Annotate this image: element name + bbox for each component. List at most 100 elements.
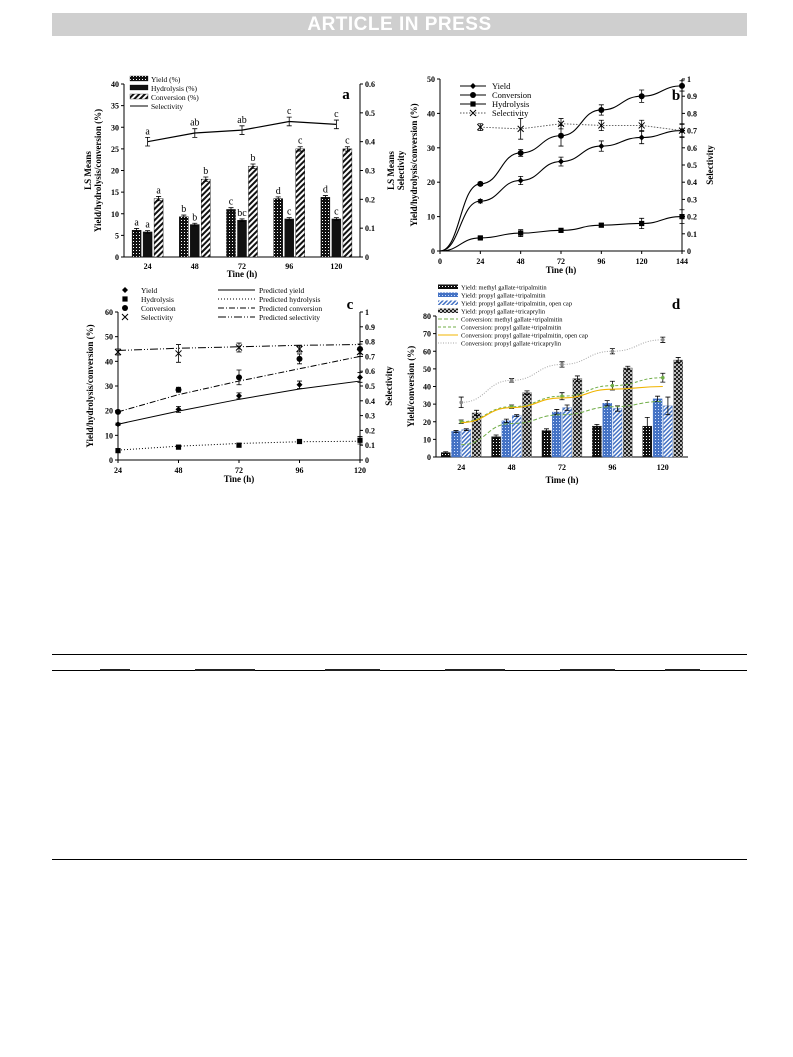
legend-label: Hydrolysis (492, 99, 529, 109)
error-bar (493, 434, 499, 439)
y-tick-label: 60 (423, 347, 431, 356)
y-tick-label: 0 (431, 247, 435, 256)
conversion-line (461, 385, 663, 424)
data-point (476, 123, 484, 131)
y2-tick-label: 0.5 (365, 109, 375, 118)
bar (602, 403, 612, 458)
error-bar (544, 428, 549, 433)
error-bar (134, 228, 140, 233)
y2-tick-label: 0.2 (365, 426, 375, 435)
y2-tick-label: 0.3 (365, 167, 375, 176)
legend-marker (469, 109, 477, 117)
data-point (296, 381, 303, 388)
data-point (477, 180, 484, 187)
data-point (661, 337, 665, 342)
y2-axis-label-top: LS Means (386, 151, 396, 190)
bar (273, 198, 283, 258)
bar (131, 229, 142, 258)
y2-axis-label: Selectivity (384, 366, 394, 406)
y2-axis-label: Selectivity (396, 150, 406, 190)
significance-letter: c (334, 207, 339, 218)
data-point (517, 177, 524, 184)
data-point (638, 134, 645, 141)
chart-d: 0 10 20 30 40 50 60 70 80 Yield/conversion (%) Tim… (406, 284, 688, 485)
y-tick-label: 30 (423, 400, 431, 409)
error-bar (333, 119, 339, 130)
legend-swatch (438, 308, 458, 313)
data-point (610, 349, 615, 354)
error-bar (665, 396, 671, 416)
y-tick-label: 10 (105, 431, 113, 440)
y2-tick-label: 0.3 (687, 195, 697, 204)
error-bar (286, 217, 292, 221)
y2-tick-label: 0.4 (687, 178, 697, 187)
legend-label: Selectivity (492, 108, 529, 118)
y-axis-label: Yield/conversion (%) (406, 346, 416, 427)
y-tick-label: 50 (105, 333, 113, 342)
bar (451, 431, 461, 458)
data-point (560, 362, 564, 367)
bar (237, 220, 247, 258)
data-point (114, 348, 122, 356)
error-bar (145, 230, 151, 234)
error-bar (503, 418, 509, 424)
significance-letter: c (334, 109, 339, 120)
panel-label: a (342, 87, 350, 103)
x-tick-label: 72 (238, 262, 246, 271)
data-point (236, 442, 242, 448)
error-bar (239, 218, 245, 222)
x-tick-label: 144 (676, 257, 688, 266)
table-rule-top (52, 654, 747, 655)
conversion-line (461, 400, 663, 446)
data-point (236, 374, 242, 381)
error-bar (463, 428, 469, 431)
significance-letter: a (145, 126, 150, 137)
error-bar (275, 196, 281, 201)
data-point (357, 374, 363, 381)
error-bar (322, 195, 328, 200)
data-point (557, 120, 565, 128)
legend-swatch (438, 300, 458, 305)
data-point (477, 198, 484, 205)
x-tick-label: 120 (657, 463, 669, 472)
bar (501, 420, 512, 458)
y-tick-label: 50 (423, 365, 431, 374)
significance-letter: d (276, 186, 281, 197)
data-point (661, 375, 665, 380)
y2-tick-label: 1 (365, 308, 369, 317)
bar (248, 165, 258, 258)
x-tick-label: 72 (235, 466, 243, 475)
significance-letter: b (192, 212, 197, 223)
chart-a: 0 5 10 15 20 25 30 35 40 0 0.1 0.2 0.3 0.4 0.5 0.6 Yield… (83, 75, 406, 279)
bar (612, 408, 623, 458)
x-tick-label: 24 (476, 257, 484, 266)
legend-label: Conversion: methyl gallate+tripalmitin (461, 317, 563, 324)
x-tick-label: 24 (144, 262, 152, 271)
y2-tick-label: 0.8 (687, 109, 697, 118)
significance-letter: a (156, 185, 161, 196)
y-tick-label: 50 (427, 75, 435, 84)
data-point (598, 143, 605, 150)
y2-tick-label: 0.1 (365, 441, 375, 450)
table-rule-mid (52, 670, 747, 671)
error-bar (297, 146, 303, 152)
data-point (175, 386, 182, 393)
series-line (480, 123, 683, 132)
chart-c: 0 10 20 30 40 50 60 0 0.1 0.2 0.3 0.4 0.5 0.6 0.7 0.8 0.… (85, 286, 394, 484)
legend-marker (470, 83, 476, 89)
data-point (558, 227, 564, 233)
y2-tick-label: 0.4 (365, 138, 375, 147)
y-tick-label: 15 (111, 188, 119, 197)
legend-label: Yield (492, 81, 511, 91)
bar (190, 224, 200, 258)
y-axis-label: Yield/hydrolysis/conversion (%) (85, 324, 95, 447)
error-bar (145, 136, 151, 147)
error-bar (675, 357, 681, 364)
significance-letter: c (298, 136, 303, 147)
x-tick-label: 72 (557, 257, 565, 266)
bar (491, 436, 501, 458)
data-point (638, 93, 645, 100)
selectivity-line (147, 120, 337, 143)
significance-letter: ab (237, 115, 246, 126)
table-rule-bottom (52, 859, 747, 860)
